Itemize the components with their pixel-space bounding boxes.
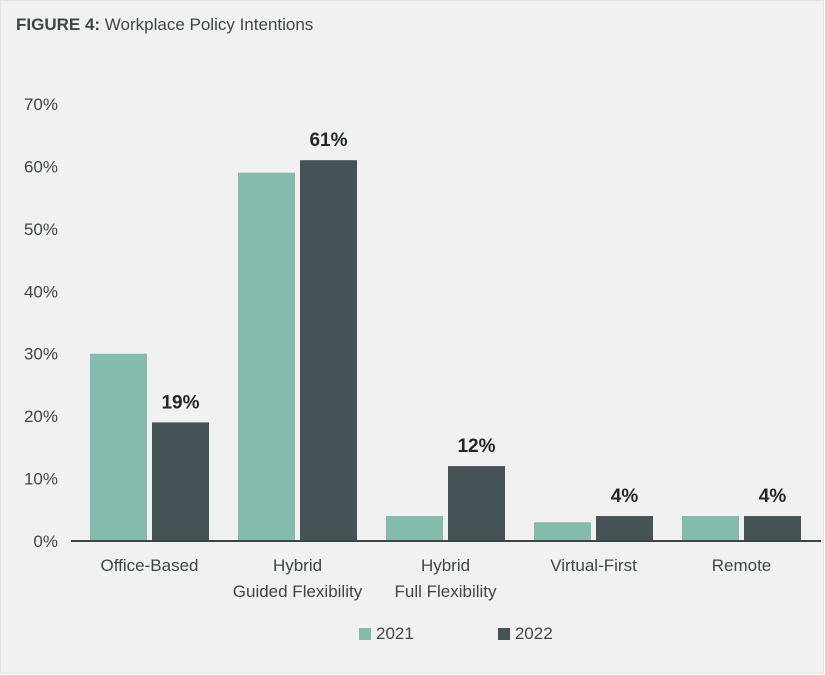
y-tick-label: 0% xyxy=(33,532,58,551)
y-tick-label: 30% xyxy=(24,345,58,364)
x-category-label: Virtual-First xyxy=(550,556,637,575)
x-category-label: Guided Flexibility xyxy=(233,582,363,601)
bar-2022 xyxy=(596,516,653,541)
x-category-label: Hybrid xyxy=(273,556,322,575)
bar-2021 xyxy=(238,172,295,541)
figure-number: FIGURE 4: xyxy=(16,15,101,34)
bar-2021 xyxy=(682,516,739,541)
figure-title-text: Workplace Policy Intentions xyxy=(104,15,314,34)
x-category-label: Remote xyxy=(712,556,772,575)
legend-item-2021: 2021 xyxy=(359,624,414,644)
data-label: 19% xyxy=(161,392,199,413)
chart-legend: 2021 2022 xyxy=(359,624,553,644)
legend-swatch-2022 xyxy=(497,628,510,640)
y-tick-label: 50% xyxy=(24,220,58,239)
data-label: 12% xyxy=(457,436,495,457)
x-category-label: Full Flexibility xyxy=(394,582,497,601)
bar-2022 xyxy=(744,516,801,541)
data-label: 4% xyxy=(759,486,787,507)
bar-chart: 0% 10% 20% 30% 40% 50% 60% 70% 19% Office-Based 61… xyxy=(24,95,821,601)
data-label: 61% xyxy=(309,130,347,151)
bar-2021 xyxy=(386,516,443,541)
legend-label-2022: 2022 xyxy=(514,624,553,643)
bar-2021 xyxy=(534,522,591,541)
y-tick-label: 20% xyxy=(24,407,58,426)
legend-swatch-2021 xyxy=(359,628,371,640)
x-category-label: Office-Based xyxy=(101,556,199,575)
y-tick-label: 70% xyxy=(24,95,58,114)
bar-2022 xyxy=(448,466,505,541)
bar-2022 xyxy=(152,422,209,541)
y-tick-label: 10% xyxy=(24,470,58,489)
bar-2022 xyxy=(300,160,357,541)
figure-title: FIGURE 4: Workplace Policy Intentions xyxy=(16,15,313,35)
y-tick-label: 40% xyxy=(24,282,58,301)
x-category-label: Hybrid xyxy=(421,556,470,575)
legend-label-2021: 2021 xyxy=(376,624,414,643)
legend-item-2022: 2022 xyxy=(497,624,553,644)
data-label: 4% xyxy=(611,486,639,507)
bar-2021 xyxy=(90,353,147,541)
y-tick-label: 60% xyxy=(24,157,58,176)
